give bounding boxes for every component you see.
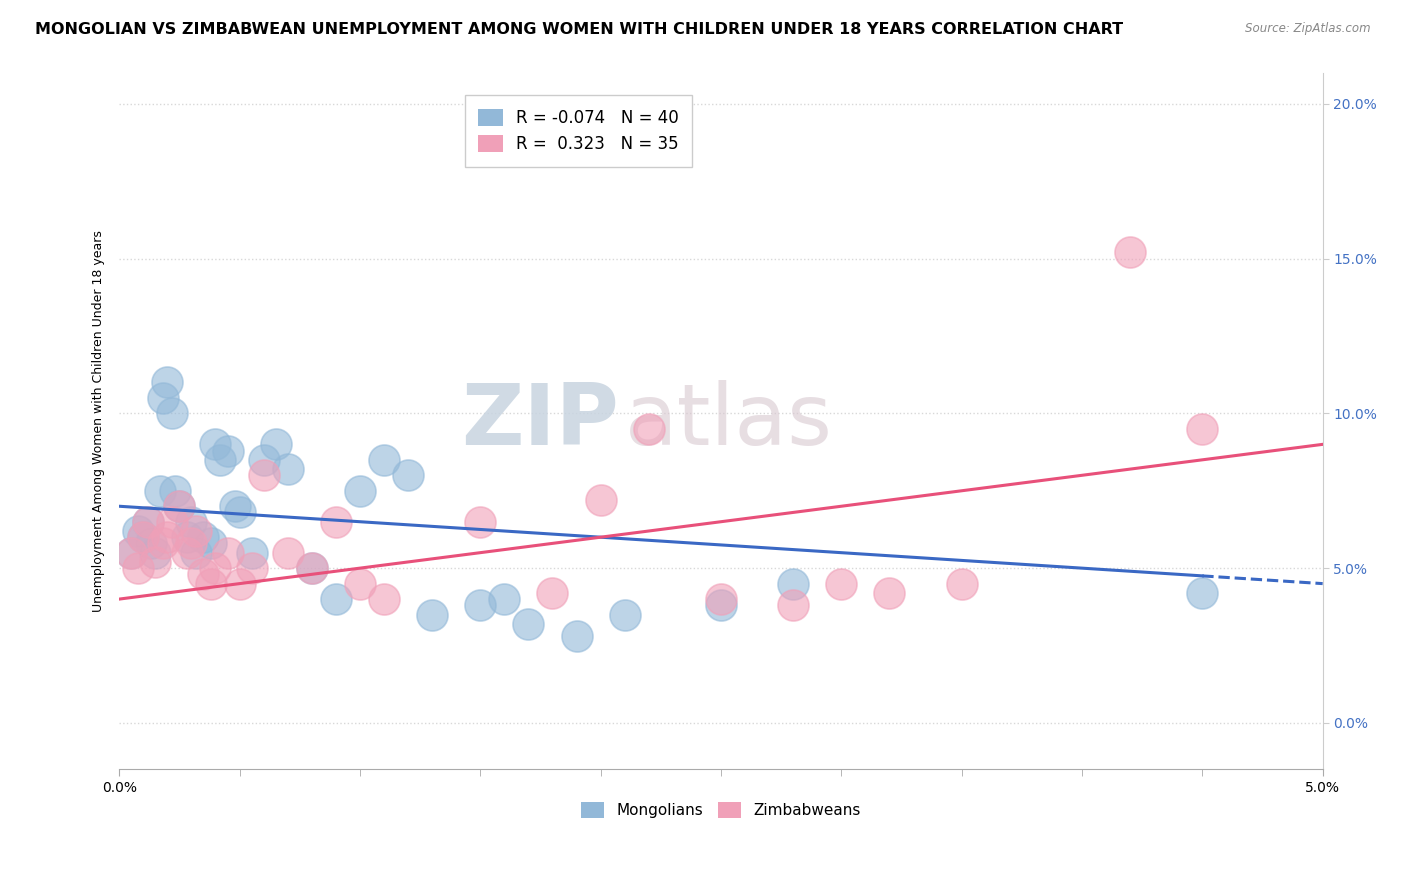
Zimbabweans	[204, 561, 226, 575]
Mongolians	[420, 607, 443, 622]
Text: Source: ZipAtlas.com: Source: ZipAtlas.com	[1246, 22, 1371, 36]
Zimbabweans	[136, 515, 159, 529]
Mongolians	[782, 576, 804, 591]
Zimbabweans	[193, 567, 215, 582]
Mongolians	[139, 536, 162, 550]
Zimbabweans	[349, 576, 371, 591]
Zimbabweans	[152, 536, 174, 550]
Mongolians	[127, 524, 149, 538]
Mongolians	[396, 468, 419, 483]
Zimbabweans	[180, 536, 202, 550]
Text: ZIP: ZIP	[461, 380, 619, 463]
Text: atlas: atlas	[624, 380, 832, 463]
Legend: Mongolians, Zimbabweans: Mongolians, Zimbabweans	[575, 797, 868, 824]
Mongolians	[373, 453, 395, 467]
Zimbabweans	[186, 524, 208, 538]
Mongolians	[149, 483, 172, 498]
Mongolians	[160, 406, 183, 420]
Zimbabweans	[879, 586, 901, 600]
Zimbabweans	[637, 422, 659, 436]
Mongolians	[224, 500, 246, 514]
Mongolians	[517, 616, 540, 631]
Mongolians	[240, 546, 263, 560]
Zimbabweans	[120, 546, 142, 560]
Mongolians	[264, 437, 287, 451]
Mongolians	[176, 530, 198, 544]
Mongolians	[193, 530, 215, 544]
Zimbabweans	[240, 561, 263, 575]
Zimbabweans	[200, 576, 222, 591]
Mongolians	[120, 546, 142, 560]
Mongolians	[136, 515, 159, 529]
Mongolians	[470, 599, 492, 613]
Zimbabweans	[589, 493, 612, 508]
Mongolians	[253, 453, 276, 467]
Zimbabweans	[830, 576, 852, 591]
Zimbabweans	[373, 592, 395, 607]
Zimbabweans	[176, 546, 198, 560]
Mongolians	[710, 599, 733, 613]
Zimbabweans	[228, 576, 250, 591]
Zimbabweans	[253, 468, 276, 483]
Zimbabweans	[277, 546, 299, 560]
Mongolians	[494, 592, 516, 607]
Zimbabweans	[470, 515, 492, 529]
Zimbabweans	[169, 500, 191, 514]
Zimbabweans	[301, 561, 323, 575]
Zimbabweans	[143, 555, 166, 569]
Mongolians	[186, 546, 208, 560]
Mongolians	[228, 505, 250, 519]
Mongolians	[613, 607, 636, 622]
Mongolians	[325, 592, 347, 607]
Mongolians	[132, 530, 155, 544]
Zimbabweans	[160, 515, 183, 529]
Y-axis label: Unemployment Among Women with Children Under 18 years: Unemployment Among Women with Children U…	[93, 230, 105, 612]
Mongolians	[209, 453, 232, 467]
Zimbabweans	[132, 530, 155, 544]
Mongolians	[180, 515, 202, 529]
Mongolians	[143, 546, 166, 560]
Zimbabweans	[1191, 422, 1213, 436]
Mongolians	[200, 536, 222, 550]
Mongolians	[204, 437, 226, 451]
Mongolians	[163, 483, 186, 498]
Mongolians	[1191, 586, 1213, 600]
Zimbabweans	[325, 515, 347, 529]
Zimbabweans	[1119, 245, 1142, 260]
Zimbabweans	[710, 592, 733, 607]
Mongolians	[156, 376, 179, 390]
Zimbabweans	[541, 586, 564, 600]
Mongolians	[152, 391, 174, 405]
Zimbabweans	[156, 530, 179, 544]
Mongolians	[277, 462, 299, 476]
Mongolians	[349, 483, 371, 498]
Zimbabweans	[782, 599, 804, 613]
Mongolians	[301, 561, 323, 575]
Zimbabweans	[217, 546, 239, 560]
Zimbabweans	[127, 561, 149, 575]
Zimbabweans	[950, 576, 973, 591]
Text: MONGOLIAN VS ZIMBABWEAN UNEMPLOYMENT AMONG WOMEN WITH CHILDREN UNDER 18 YEARS CO: MONGOLIAN VS ZIMBABWEAN UNEMPLOYMENT AMO…	[35, 22, 1123, 37]
Mongolians	[565, 629, 588, 643]
Mongolians	[217, 443, 239, 458]
Mongolians	[169, 500, 191, 514]
